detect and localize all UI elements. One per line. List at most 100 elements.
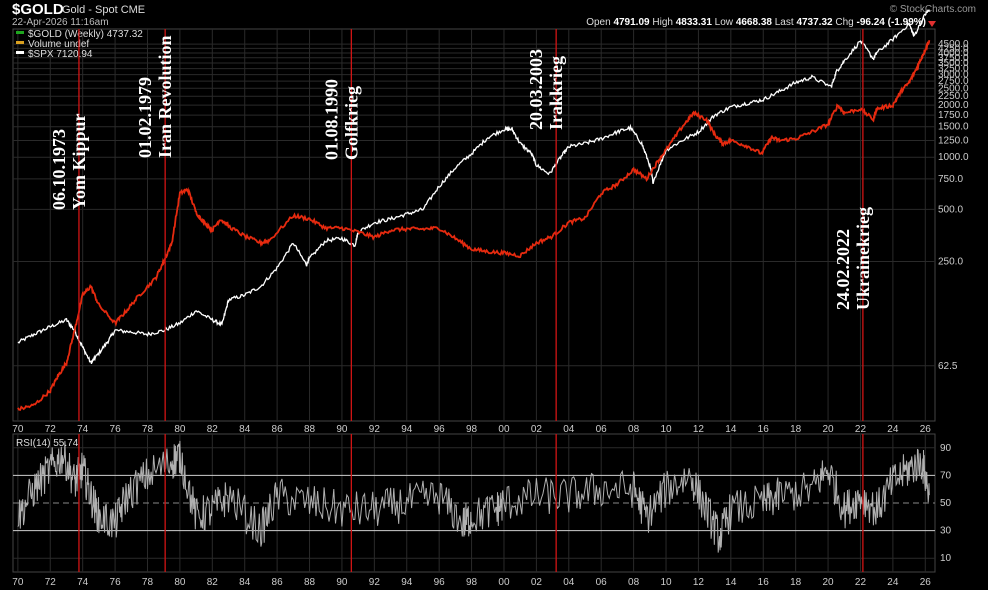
copyright-link[interactable]: © StockCharts.com <box>889 4 976 15</box>
chg-label: Chg <box>835 17 854 28</box>
price-x-tick-label: 04 <box>563 424 575 435</box>
spx-series-line <box>17 9 930 365</box>
price-panel-frame <box>12 28 936 422</box>
legend-swatch <box>16 41 24 44</box>
rsi-x-tick-label: 18 <box>790 577 802 588</box>
price-x-tick-label: 00 <box>498 424 510 435</box>
price-y-tick-label: 4000.0 <box>938 48 969 59</box>
price-x-tick-label: 02 <box>531 424 543 435</box>
legend-swatch <box>16 51 24 54</box>
event-name-label: Ukrainekrieg <box>853 207 873 310</box>
legend-entry: $GOLD (Weekly) 4737.32 <box>28 29 143 40</box>
rsi-x-tick-label: 16 <box>758 577 770 588</box>
rsi-x-tick-label: 20 <box>822 577 834 588</box>
rsi-y-tick-label: 50 <box>940 498 952 509</box>
price-x-tick-label: 98 <box>466 424 478 435</box>
price-x-tick-label: 94 <box>401 424 413 435</box>
price-y-tick-label: 250.0 <box>938 257 963 268</box>
rsi-x-tick-label: 24 <box>887 577 899 588</box>
last-value: 4737.32 <box>796 17 833 28</box>
price-x-tick-label: 20 <box>822 424 834 435</box>
price-y-tick-label: 3750.0 <box>938 53 969 64</box>
event-name-label: Golfkrieg <box>341 86 361 160</box>
rsi-x-tick-label: 92 <box>369 577 381 588</box>
rsi-x-tick-label: 22 <box>855 577 867 588</box>
price-y-tick-label: 1000.0 <box>938 152 969 163</box>
rsi-x-tick-label: 08 <box>628 577 640 588</box>
legend-swatch <box>16 31 24 34</box>
price-x-tick-label: 82 <box>207 424 219 435</box>
open-label: Open <box>586 17 611 28</box>
event-date-label: 24.02.2022 <box>833 229 853 310</box>
price-y-tick-label: 1750.0 <box>938 110 969 121</box>
price-x-tick-label: 22 <box>855 424 867 435</box>
rsi-x-tick-label: 02 <box>531 577 543 588</box>
rsi-x-tick-label: 04 <box>563 577 575 588</box>
rsi-x-tick-label: 76 <box>110 577 122 588</box>
high-value: 4833.31 <box>675 17 712 28</box>
price-x-tick-label: 88 <box>304 424 316 435</box>
rsi-x-tick-label: 88 <box>304 577 316 588</box>
event-name-label: Irakkrieg <box>546 56 566 130</box>
price-y-tick-label: 2250.0 <box>938 91 969 102</box>
low-label: Low <box>714 17 734 28</box>
price-x-tick-label: 78 <box>142 424 154 435</box>
high-label: High <box>652 17 673 28</box>
price-x-tick-label: 84 <box>239 424 251 435</box>
price-x-tick-label: 80 <box>174 424 186 435</box>
rsi-x-tick-label: 00 <box>498 577 510 588</box>
legend-entry: Volume undef <box>28 39 89 50</box>
price-y-tick-label: 1250.0 <box>938 135 969 146</box>
price-x-tick-label: 18 <box>790 424 802 435</box>
rsi-x-tick-label: 14 <box>725 577 737 588</box>
event-date-label: 01.02.1979 <box>135 77 155 158</box>
low-value: 4668.38 <box>735 17 772 28</box>
gold-series-line <box>17 40 931 411</box>
rsi-x-tick-label: 26 <box>920 577 932 588</box>
price-x-tick-label: 26 <box>920 424 932 435</box>
price-x-tick-label: 08 <box>628 424 640 435</box>
down-arrow-icon <box>928 21 936 27</box>
price-x-tick-label: 72 <box>45 424 57 435</box>
price-x-tick-label: 10 <box>660 424 672 435</box>
rsi-y-tick-label: 10 <box>940 553 952 564</box>
rsi-x-tick-label: 82 <box>207 577 219 588</box>
rsi-x-tick-label: 86 <box>272 577 284 588</box>
event-name-label: Iran Revolution <box>155 35 175 158</box>
rsi-x-tick-label: 98 <box>466 577 478 588</box>
price-x-tick-label: 86 <box>272 424 284 435</box>
rsi-x-tick-label: 10 <box>660 577 672 588</box>
event-date-label: 20.03.2003 <box>526 49 546 130</box>
rsi-x-tick-label: 96 <box>434 577 446 588</box>
rsi-x-tick-label: 94 <box>401 577 413 588</box>
rsi-title: RSI(14) 55.74 <box>16 438 79 449</box>
price-x-tick-label: 06 <box>596 424 608 435</box>
symbol-description: Gold - Spot CME <box>62 4 146 16</box>
rsi-x-tick-label: 12 <box>693 577 705 588</box>
event-name-label: Yom Kippur <box>69 113 89 210</box>
rsi-x-tick-label: 84 <box>239 577 251 588</box>
symbol-title: $GOLD <box>12 1 64 18</box>
price-y-tick-label: 2500.0 <box>938 83 969 94</box>
price-y-tick-label: 3500.0 <box>938 58 969 69</box>
price-x-tick-label: 76 <box>110 424 122 435</box>
price-x-tick-label: 12 <box>693 424 705 435</box>
open-value: 4791.09 <box>613 17 650 28</box>
rsi-x-tick-label: 78 <box>142 577 154 588</box>
event-date-label: 06.10.1973 <box>49 129 69 210</box>
price-x-tick-label: 70 <box>12 424 24 435</box>
rsi-x-tick-label: 06 <box>596 577 608 588</box>
rsi-x-tick-label: 72 <box>45 577 57 588</box>
rsi-x-tick-label: 70 <box>12 577 24 588</box>
price-x-tick-label: 92 <box>369 424 381 435</box>
last-label: Last <box>774 17 794 28</box>
price-y-tick-label: 3250.0 <box>938 64 969 75</box>
price-y-tick-label: 3000.0 <box>938 70 969 81</box>
rsi-x-tick-label: 80 <box>174 577 186 588</box>
price-y-tick-label: 1500.0 <box>938 122 969 133</box>
legend-entry: $SPX 7120.94 <box>28 49 93 60</box>
price-x-tick-label: 16 <box>758 424 770 435</box>
price-x-tick-label: 74 <box>77 424 89 435</box>
